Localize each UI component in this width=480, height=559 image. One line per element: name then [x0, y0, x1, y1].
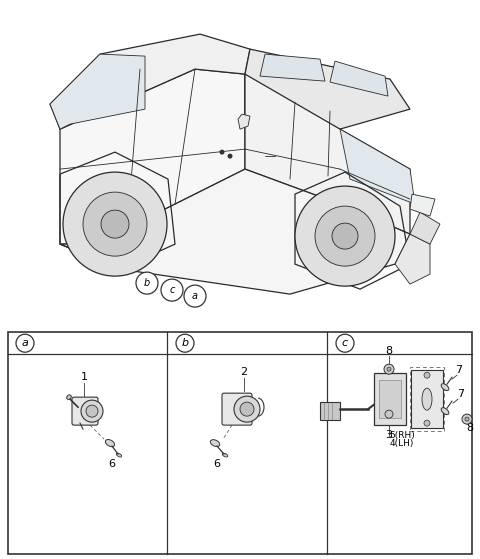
Text: 8: 8 — [385, 346, 393, 356]
FancyBboxPatch shape — [374, 373, 406, 425]
Circle shape — [332, 223, 358, 249]
Text: 6: 6 — [214, 459, 220, 469]
Circle shape — [81, 400, 103, 422]
Text: 7: 7 — [457, 389, 465, 399]
Polygon shape — [410, 194, 435, 216]
Ellipse shape — [210, 440, 220, 447]
Circle shape — [295, 186, 395, 286]
FancyBboxPatch shape — [411, 370, 443, 428]
Text: 6: 6 — [108, 459, 116, 469]
Polygon shape — [245, 74, 410, 234]
Circle shape — [240, 402, 254, 416]
Polygon shape — [395, 234, 430, 284]
Polygon shape — [60, 69, 245, 244]
Circle shape — [101, 210, 129, 238]
FancyBboxPatch shape — [72, 397, 98, 425]
FancyBboxPatch shape — [320, 402, 340, 420]
Circle shape — [161, 279, 183, 301]
Circle shape — [63, 172, 167, 276]
Ellipse shape — [222, 453, 228, 457]
Text: 1: 1 — [81, 372, 87, 382]
Circle shape — [465, 417, 469, 421]
Polygon shape — [260, 54, 325, 81]
Ellipse shape — [67, 395, 71, 400]
Polygon shape — [340, 129, 415, 204]
Ellipse shape — [422, 388, 432, 410]
Polygon shape — [50, 54, 145, 129]
Circle shape — [424, 372, 430, 378]
Circle shape — [424, 420, 430, 426]
Text: 4(LH): 4(LH) — [390, 439, 414, 448]
Circle shape — [384, 364, 394, 374]
Polygon shape — [410, 212, 440, 244]
Polygon shape — [238, 114, 250, 129]
Circle shape — [176, 334, 194, 352]
FancyBboxPatch shape — [222, 393, 252, 425]
Circle shape — [219, 150, 225, 155]
Text: 3: 3 — [385, 430, 393, 440]
Polygon shape — [50, 34, 250, 129]
Text: 8: 8 — [467, 423, 474, 433]
Text: 7: 7 — [456, 365, 463, 375]
Circle shape — [315, 206, 375, 266]
Circle shape — [387, 367, 391, 371]
Text: 2: 2 — [240, 367, 248, 377]
Circle shape — [336, 334, 354, 352]
Text: b: b — [181, 338, 189, 348]
Text: b: b — [144, 278, 150, 288]
Polygon shape — [245, 49, 410, 129]
Circle shape — [462, 414, 472, 424]
Circle shape — [136, 272, 158, 294]
Text: c: c — [342, 338, 348, 348]
Circle shape — [16, 334, 34, 352]
Circle shape — [234, 396, 260, 422]
Circle shape — [184, 285, 206, 307]
FancyBboxPatch shape — [379, 380, 401, 418]
Ellipse shape — [441, 383, 449, 391]
Polygon shape — [330, 61, 388, 96]
Text: a: a — [192, 291, 198, 301]
Circle shape — [86, 405, 98, 417]
Polygon shape — [60, 169, 410, 294]
Text: a: a — [22, 338, 28, 348]
Circle shape — [228, 154, 232, 159]
Ellipse shape — [116, 453, 122, 457]
Circle shape — [385, 410, 393, 418]
Ellipse shape — [441, 408, 449, 415]
Text: c: c — [169, 285, 175, 295]
Text: 5(RH): 5(RH) — [389, 431, 415, 440]
Circle shape — [83, 192, 147, 256]
Ellipse shape — [106, 439, 115, 447]
